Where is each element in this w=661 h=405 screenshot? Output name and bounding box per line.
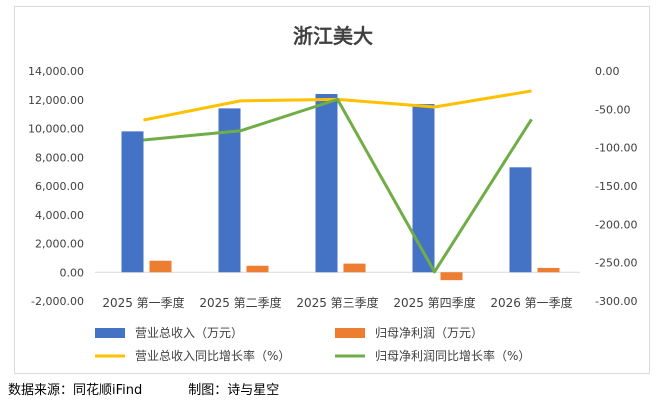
- bar: [412, 104, 435, 273]
- x-tick-label: 2025 第三季度: [296, 295, 378, 310]
- bar: [343, 263, 366, 273]
- y-left-tick-label: 10,000.00: [28, 123, 84, 136]
- legend-swatch: [335, 328, 365, 338]
- data-source: 数据来源：同花顺iFind: [8, 383, 143, 398]
- x-tick-label: 2025 第一季度: [102, 295, 184, 310]
- bar: [149, 260, 172, 273]
- bar: [440, 272, 463, 281]
- y-left-tick-label: 6,000.00: [35, 180, 84, 193]
- y-right-tick-label: -300.00: [595, 295, 637, 308]
- series-line: [143, 97, 533, 274]
- bar: [121, 131, 144, 273]
- chart-author: 制图：诗与星空: [188, 383, 280, 398]
- bar: [218, 108, 241, 273]
- y-left-tick-label: 0.00: [60, 266, 85, 279]
- y-left-tick-label: -2,000.00: [31, 295, 84, 308]
- bar: [509, 167, 532, 273]
- legend-label: 营业总收入同比增长率（%）: [135, 348, 290, 363]
- legend-label: 归母净利润（万元）: [375, 326, 483, 340]
- bar: [537, 267, 560, 273]
- chart-frame: 浙江美大 -2,000.00 0.00 2,000.00 4,000.00 6,000.0…: [14, 6, 650, 374]
- y-right-tick-label: 0.00: [595, 65, 620, 78]
- chart: 浙江美大 -2,000.00 0.00 2,000.00 4,000.00 6,000.0…: [28, 24, 637, 363]
- y-left-tick-label: 14,000.00: [28, 65, 84, 78]
- x-tick-label: 2025 第四季度: [393, 295, 475, 310]
- legend-swatch: [95, 328, 125, 338]
- y-left-tick-label: 4,000.00: [35, 209, 84, 222]
- y-right-tick-label: -50.00: [595, 103, 630, 116]
- bar: [246, 265, 269, 273]
- y-right-tick-label: -150.00: [595, 180, 637, 193]
- x-tick-label: 2026 第一季度: [490, 295, 572, 310]
- y-right-tick-label: -250.00: [595, 257, 637, 270]
- y-right-tick-label: -200.00: [595, 218, 637, 231]
- y-left-tick-label: 12,000.00: [28, 94, 84, 107]
- y-left-tick-label: 8,000.00: [35, 151, 84, 164]
- footer: 数据来源：同花顺iFind 制图：诗与星空: [8, 379, 279, 398]
- y-right-tick-label: -100.00: [595, 142, 637, 155]
- chart-title: 浙江美大: [293, 24, 373, 48]
- bar: [315, 94, 338, 273]
- y-left-tick-label: 2,000.00: [35, 238, 84, 251]
- legend-label: 营业总收入（万元）: [135, 326, 243, 340]
- legend-label: 归母净利润同比增长率（%）: [375, 348, 530, 363]
- x-tick-label: 2025 第二季度: [199, 295, 281, 310]
